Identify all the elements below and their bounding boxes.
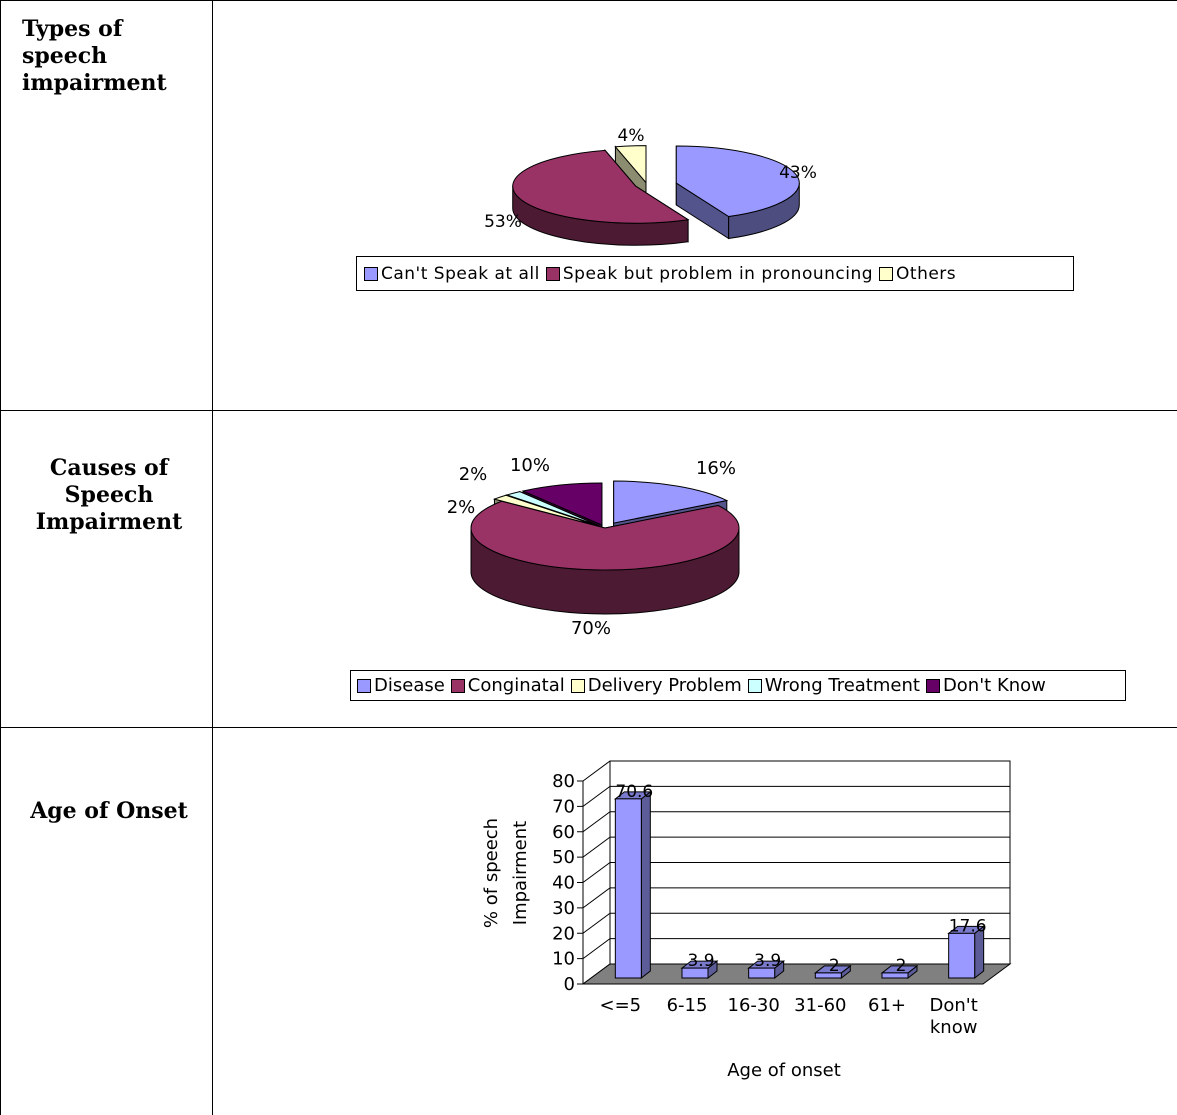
- chart2-legend-label: Wrong Treatment: [764, 675, 920, 696]
- chart2-data-label: 2%: [459, 464, 488, 485]
- chart3-y-axis-title: % of speech: [481, 818, 502, 928]
- chart1-legend-label: Can't Speak at all: [381, 263, 540, 284]
- chart2-legend-item: Delivery Problem: [570, 675, 742, 696]
- chart3-bar: 0 10 20 30 40 50 60 70 80 70.6 <=5 3.9 6-15 3.9 16-30 2…: [481, 760, 1012, 1081]
- chart3-bar-16-30: [748, 967, 776, 979]
- chart1-legend-label: Speak but problem in pronouncing: [562, 263, 874, 284]
- chart1-legend-label: Others: [896, 263, 957, 284]
- chart3-gridline-side: [582, 811, 611, 833]
- chart3-data-label: 17.6: [949, 916, 987, 936]
- chart3-bar-61: [881, 972, 909, 979]
- chart3-x-tick-label: know: [930, 1017, 978, 1038]
- chart2-legend-swatch: [925, 678, 940, 693]
- chart2-data-label: 10%: [510, 455, 550, 476]
- chart2-slice-wrong-treatment: [505, 491, 599, 527]
- legend-causes: Disease Conginatal Delivery Problem Wrong T…: [350, 670, 1126, 701]
- row-label-causes: Causes of Speech Impairment: [35, 455, 183, 535]
- chart3-y-tick-label: 20: [552, 923, 575, 944]
- chart3-x-tick-label: 61+: [868, 995, 906, 1016]
- chart3-bar-side: [640, 790, 651, 980]
- chart3-data-label: 2: [829, 956, 840, 976]
- chart1-slice-others: [614, 145, 647, 184]
- chart1-data-label: 43%: [779, 163, 817, 183]
- chart3-x-tick-label: 31-60: [794, 995, 846, 1016]
- table-border-top: [0, 0, 1177, 1]
- row-label-age-of-onset: Age of Onset: [30, 798, 188, 824]
- chart2-legend-swatch: [570, 678, 585, 693]
- chart3-data-label: 70.6: [615, 782, 653, 802]
- chart2-legend-item: Disease: [357, 675, 445, 696]
- chart1-legend-item: Others: [879, 264, 956, 284]
- chart3-x-axis-title: Age of onset: [727, 1060, 841, 1081]
- chart1-slice-speak-but-problem-in-pronouncing: [512, 149, 690, 224]
- chart2-legend-item: Conginatal: [450, 675, 565, 696]
- chart1-legend-swatch: [364, 266, 378, 281]
- chart2-legend-item: Don't Know: [925, 675, 1046, 696]
- chart1-legend-swatch: [879, 266, 894, 281]
- chart3-data-label: 2: [896, 956, 907, 976]
- table-border-left: [0, 0, 1, 1115]
- chart2-slice-conginatal: [470, 500, 740, 571]
- chart3-data-label: 3.9: [687, 951, 714, 971]
- chart3-y-tick-label: 50: [552, 847, 575, 868]
- chart2-legend-swatch: [450, 678, 465, 693]
- chart2-legend-swatch: [747, 678, 762, 693]
- chart3-gridline-side: [582, 862, 611, 883]
- chart3-y-tick-label: 0: [564, 974, 575, 995]
- chart3-y-tick-label: 10: [552, 949, 575, 970]
- chart2-data-label: 16%: [696, 458, 736, 479]
- chart3-x-tick-label: 6-15: [667, 995, 708, 1016]
- chart3-x-tick-label: 16-30: [728, 995, 780, 1016]
- chart3-data-label: 3.9: [754, 951, 781, 971]
- chart2-slice-don-t-know: [521, 482, 603, 526]
- chart2-slice-delivery-problem: [492, 494, 598, 527]
- chart3-bar-don-t-know: [948, 932, 976, 979]
- chart2-legend-label: Don't Know: [942, 675, 1046, 696]
- chart2-legend-label: Delivery Problem: [587, 675, 742, 696]
- chart2-legend-label: Conginatal: [467, 675, 565, 696]
- chart2-pie: 16% 70% 2% 2% 10%: [447, 455, 740, 639]
- chart1-legend-item: Speak but problem in pronouncing: [545, 263, 874, 284]
- chart3-gridline-side: [582, 912, 611, 934]
- chart2-data-label: 2%: [447, 497, 476, 518]
- chart3-gridline-side: [582, 760, 611, 782]
- chart3-bar-5: [614, 798, 642, 979]
- chart1-slice-can-t-speak-at-all: [675, 145, 800, 218]
- chart3-bar-6-15: [681, 967, 709, 979]
- chart3-x-tick-label: <=5: [600, 995, 642, 1016]
- chart3-y-axis-title: Impairment: [510, 821, 531, 925]
- row-divider-1: [0, 410, 1177, 411]
- chart3-y-tick-label: 30: [552, 898, 575, 919]
- chart1-pie: 43% 53% 4%: [484, 126, 817, 246]
- row-label-types: Types of speech impairment: [22, 16, 167, 96]
- chart3-gridline-side: [582, 836, 611, 858]
- column-divider: [212, 0, 213, 1115]
- row-divider-2: [0, 727, 1177, 728]
- chart2-slice-disease: [613, 480, 729, 524]
- chart3-gridline-side: [582, 938, 611, 960]
- chart2-legend-swatch: [357, 678, 371, 693]
- chart2-data-label: 70%: [571, 618, 611, 639]
- chart1-data-label: 4%: [618, 126, 645, 146]
- chart3-y-tick-label: 80: [552, 771, 575, 792]
- chart3-y-tick-label: 40: [552, 873, 575, 894]
- chart3-bar-31-60: [814, 972, 842, 979]
- chart1-data-label: 53%: [484, 212, 522, 232]
- chart3-gridline-side: [582, 887, 611, 909]
- chart3-gridline-side: [582, 785, 611, 807]
- chart1-legend-item: Can't Speak at all: [364, 264, 540, 284]
- legend-types: Can't Speak at all Speak but problem in p…: [356, 256, 1074, 291]
- chart2-legend-label: Disease: [374, 675, 445, 696]
- chart3-y-tick-label: 60: [552, 822, 575, 843]
- chart3-y-tick-label: 70: [552, 796, 575, 817]
- chart1-legend-swatch: [545, 266, 560, 281]
- chart2-legend-item: Wrong Treatment: [747, 675, 920, 696]
- chart3-x-tick-label: Don't: [930, 995, 978, 1016]
